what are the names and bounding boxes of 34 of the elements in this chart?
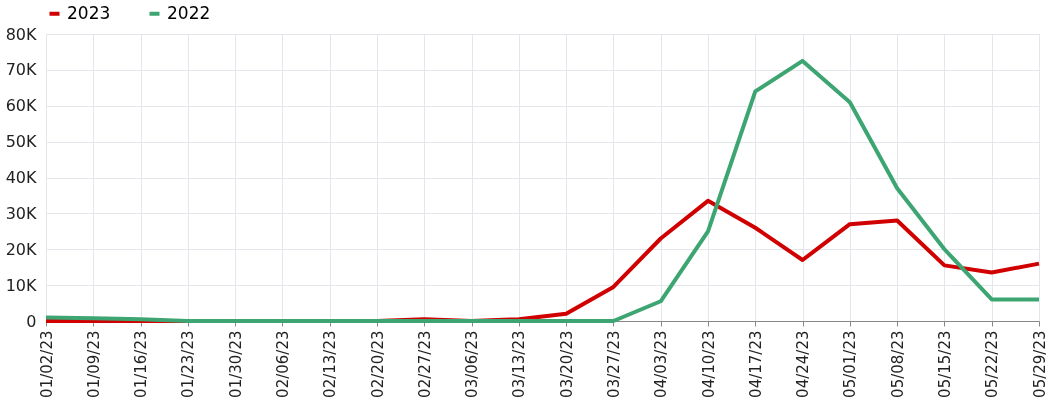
y-tick-label: 40K <box>5 168 37 187</box>
x-tick-label: 01/02/23 <box>37 330 56 398</box>
y-tick-label: 50K <box>5 132 37 152</box>
y-tick-label: 30K <box>5 203 37 223</box>
x-tick-label: 03/13/23 <box>510 330 529 398</box>
y-tick-label: 0 <box>26 311 37 331</box>
x-tick-label: 02/13/23 <box>321 330 340 398</box>
x-tick-label: 02/20/23 <box>368 330 387 398</box>
y-tick-label: 20K <box>5 239 37 259</box>
y-tick-label: 80K <box>5 24 37 44</box>
x-tick-label: 02/06/23 <box>273 330 292 398</box>
x-tick-label: 02/27/23 <box>415 330 434 398</box>
x-tick-label: 05/29/23 <box>1030 330 1049 398</box>
x-tick-label: 01/09/23 <box>84 330 103 398</box>
x-tick-label: 05/15/23 <box>935 330 954 398</box>
x-tick-label: 05/01/23 <box>841 330 860 398</box>
x-tick-label: 04/10/23 <box>699 330 718 398</box>
x-tick-label: 01/30/23 <box>226 330 245 398</box>
x-tick-label: 03/06/23 <box>463 330 482 398</box>
x-tick-label: 03/27/23 <box>604 330 623 398</box>
line-series <box>44 58 1041 323</box>
x-tick-label: 01/23/23 <box>179 330 198 398</box>
y-tick-label: 60K <box>5 96 37 116</box>
y-tick-label: 70K <box>5 60 37 80</box>
x-tick-label: 04/24/23 <box>794 330 813 398</box>
x-tick-label: 05/08/23 <box>888 330 907 398</box>
x-tick-label: 01/16/23 <box>132 330 151 398</box>
x-tick-label: 04/03/23 <box>652 330 671 398</box>
x-tick-label: 03/20/23 <box>557 330 576 398</box>
legend-label: 2023 <box>67 2 111 23</box>
legend-label: 2022 <box>167 2 211 23</box>
x-tick-label: 04/17/23 <box>746 330 765 398</box>
y-tick-label: 10K <box>5 275 37 295</box>
x-tick-label: 05/22/23 <box>983 330 1002 398</box>
